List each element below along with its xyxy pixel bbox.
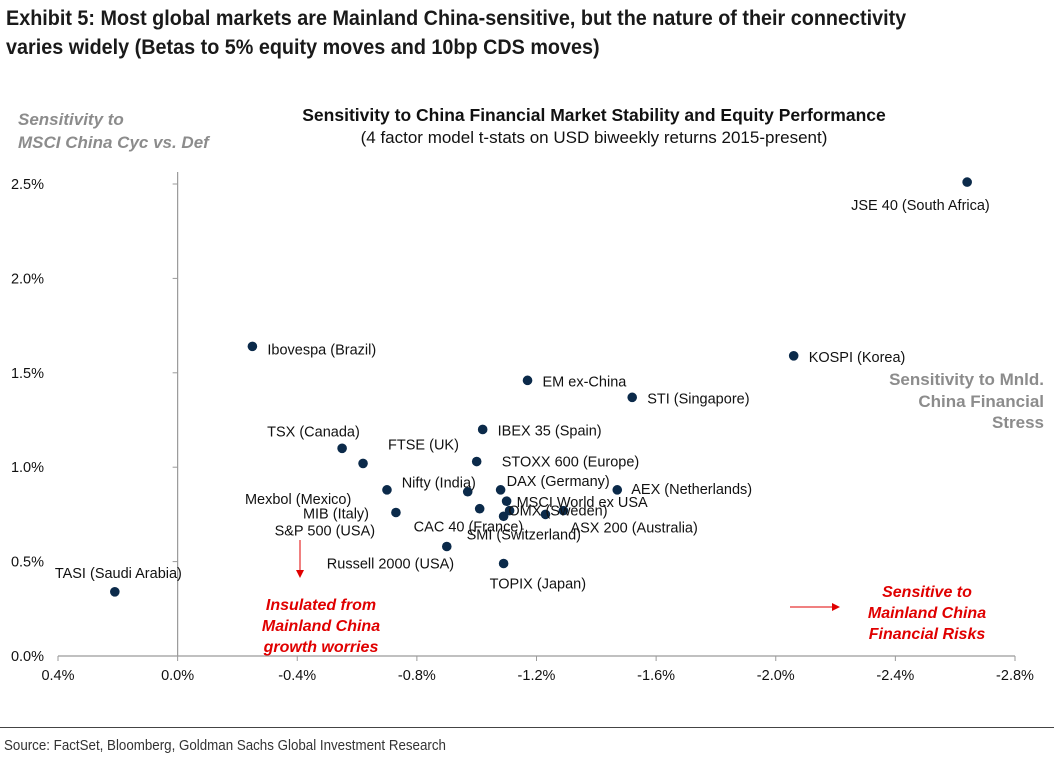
x-tick-label: 0.4%: [41, 668, 74, 684]
y-tick-label: 1.5%: [11, 366, 44, 382]
data-point: [501, 496, 512, 506]
x-tick-label: -2.8%: [996, 668, 1034, 684]
x-tick-label: -0.8%: [398, 668, 436, 684]
data-point: [477, 424, 488, 435]
y-axis-title-line: MSCI China Cyc vs. Def: [18, 133, 211, 152]
x-axis-title-line: China Financial: [918, 392, 1044, 411]
source-note: Source: FactSet, Bloomberg, Goldman Sach…: [4, 738, 446, 754]
point-label: S&P 500 (USA): [275, 523, 375, 539]
point-label: TSX (Canada): [267, 424, 360, 440]
point-label: AEX (Netherlands): [631, 482, 752, 498]
data-point: [247, 341, 258, 352]
y-tick-label: 2.0%: [11, 271, 44, 287]
point-label: Russell 2000 (USA): [327, 556, 454, 572]
data-point: [558, 505, 569, 516]
data-point: [441, 541, 452, 552]
data-point: [627, 392, 637, 403]
point-label: IBEX 35 (Spain): [498, 423, 602, 439]
point-label: FTSE (UK): [388, 437, 459, 453]
point-label: MIB (Italy): [303, 507, 369, 523]
y-axis-title-line: Sensitivity to: [18, 110, 124, 129]
x-tick-label: -2.4%: [876, 668, 914, 684]
point-label: DAX (Germany): [507, 474, 610, 490]
point-label: EM ex-China: [543, 374, 628, 390]
x-tick-label: -2.0%: [757, 668, 795, 684]
y-tick-label: 1.0%: [11, 460, 44, 476]
x-tick-label: -1.2%: [518, 668, 556, 684]
footer-divider: [0, 727, 1054, 728]
point-label: MSCI World ex USA: [517, 495, 648, 511]
point-labels: JSE 40 (South Africa) Ibovespa (Brazil) KO…: [55, 198, 990, 592]
data-point: [358, 458, 368, 469]
y-tick-label: 2.5%: [11, 177, 44, 193]
data-point: [474, 503, 485, 514]
scatter-chart: Sensitivity to China Financial Market St…: [11, 105, 1044, 684]
annotation-insulated-line: growth worries: [263, 639, 379, 656]
arrow-right-head-icon: [832, 603, 840, 611]
point-label: KOSPI (Korea): [809, 350, 906, 366]
y-axis-title: Sensitivity to MSCI China Cyc vs. Def: [18, 110, 211, 152]
data-point: [382, 485, 392, 495]
point-label: SMI (Switzerland): [467, 528, 581, 544]
data-point: [788, 351, 799, 361]
point-label: STOXX 600 (Europe): [502, 455, 640, 471]
point-label: TASI (Saudi Arabia): [55, 566, 182, 582]
point-label: Ibovespa (Brazil): [267, 342, 376, 358]
x-axis-title: Sensitivity to Mnld. China Financial Stres…: [889, 370, 1044, 432]
x-tick-label: -1.6%: [637, 668, 675, 684]
x-tick-label: 0.0%: [161, 668, 194, 684]
data-point: [962, 177, 972, 187]
annotation-insulated-line: Insulated from: [266, 597, 376, 614]
y-tick-label: 0.5%: [11, 555, 44, 571]
data-point: [540, 509, 551, 520]
point-label: STI (Singapore): [647, 391, 749, 407]
data-point: [498, 558, 509, 569]
arrow-down-head-icon: [296, 570, 304, 578]
data-points: [110, 177, 972, 597]
data-point: [337, 443, 347, 454]
point-label: OMX (Sweden): [508, 504, 607, 520]
annotations: Insulated from Mainland China growth worri…: [262, 540, 986, 656]
chart-title: Sensitivity to China Financial Market St…: [302, 105, 886, 125]
x-tick-label: -0.4%: [278, 668, 316, 684]
y-tick-label: 0.0%: [11, 649, 44, 665]
data-point: [612, 485, 623, 495]
point-label: Mexbol (Mexico): [245, 492, 351, 508]
data-point: [504, 505, 515, 516]
data-point: [462, 486, 473, 497]
axes: [57, 172, 1016, 661]
point-label: JSE 40 (South Africa): [851, 198, 990, 214]
data-point: [110, 587, 120, 597]
chart-subtitle: (4 factor model t-stats on USD biweekly …: [361, 128, 828, 147]
point-label: TOPIX (Japan): [490, 576, 586, 592]
point-label: ASX 200 (Australia): [570, 520, 697, 536]
data-point: [391, 507, 401, 518]
annotation-insulated-line: Mainland China: [262, 618, 380, 635]
x-axis-title-line: Stress: [992, 413, 1044, 432]
point-label: Nifty (India): [402, 476, 476, 492]
annotation-sensitive-line: Financial Risks: [869, 626, 986, 643]
x-axis-title-line: Sensitivity to Mnld.: [889, 370, 1044, 389]
data-point: [522, 375, 533, 386]
data-point: [495, 485, 506, 495]
point-label: CAC 40 (France): [414, 520, 524, 536]
data-point: [498, 511, 509, 522]
annotation-sensitive-line: Mainland China: [868, 605, 986, 622]
exhibit-title: Exhibit 5: Most global markets are Mainl…: [6, 6, 907, 59]
annotation-sensitive-line: Sensitive to: [882, 584, 972, 601]
tick-labels: 0.4% 0.0% -0.4% -0.8% -1.2% -1.6% -2.0% -2.4% -2…: [11, 177, 1034, 684]
data-point: [471, 456, 482, 467]
